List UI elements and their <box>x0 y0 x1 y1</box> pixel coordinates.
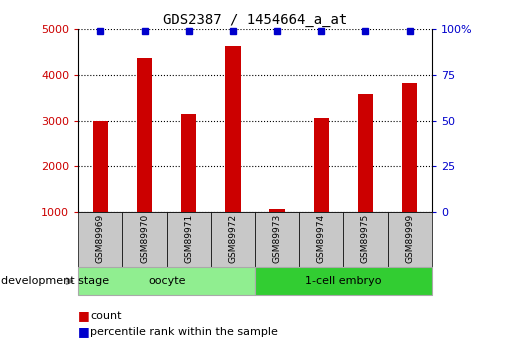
Bar <box>92 121 108 258</box>
Text: GSM89999: GSM89999 <box>405 214 414 263</box>
Text: percentile rank within the sample: percentile rank within the sample <box>90 327 278 337</box>
Bar <box>255 212 299 267</box>
Title: GDS2387 / 1454664_a_at: GDS2387 / 1454664_a_at <box>163 13 347 27</box>
Bar <box>343 212 388 267</box>
Bar <box>78 267 255 295</box>
Bar <box>78 212 123 267</box>
Bar <box>181 114 196 258</box>
Bar <box>255 267 432 295</box>
Text: 1-cell embryo: 1-cell embryo <box>305 276 382 286</box>
Text: oocyte: oocyte <box>148 276 185 286</box>
Text: GSM89973: GSM89973 <box>273 214 282 263</box>
Bar <box>299 212 343 267</box>
Text: GSM89974: GSM89974 <box>317 214 326 263</box>
Bar <box>314 118 329 258</box>
Bar <box>402 83 418 258</box>
Bar <box>225 46 241 258</box>
Bar <box>388 212 432 267</box>
Text: GSM89971: GSM89971 <box>184 214 193 263</box>
Bar <box>123 212 167 267</box>
Bar <box>211 212 255 267</box>
Text: GSM89969: GSM89969 <box>96 214 105 263</box>
Text: GSM89970: GSM89970 <box>140 214 149 263</box>
Bar <box>137 58 153 258</box>
Bar <box>358 94 373 258</box>
Text: development stage: development stage <box>1 276 109 286</box>
Text: ■: ■ <box>78 325 90 338</box>
Bar <box>167 212 211 267</box>
Text: ■: ■ <box>78 309 90 322</box>
Text: GSM89975: GSM89975 <box>361 214 370 263</box>
Text: GSM89972: GSM89972 <box>228 214 237 263</box>
Text: count: count <box>90 311 121 321</box>
Bar <box>269 208 285 258</box>
